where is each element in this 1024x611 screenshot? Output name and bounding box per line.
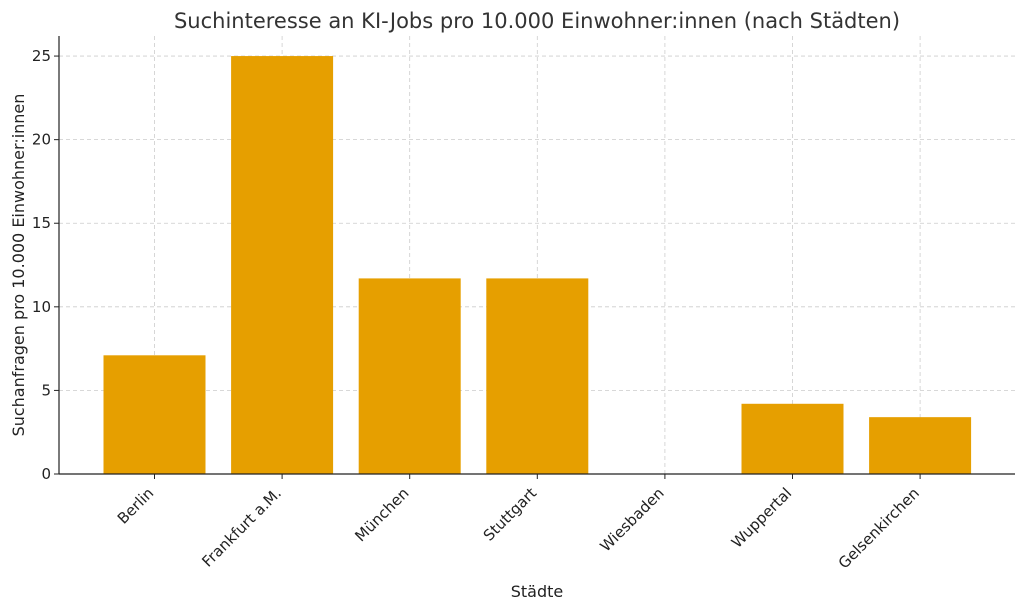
x-axis-label: Städte — [511, 582, 564, 601]
x-tick-label: Wuppertal — [728, 484, 796, 552]
bars — [103, 56, 972, 475]
y-tick-label: 10 — [32, 298, 51, 316]
x-tick-label: Gelsenkirchen — [835, 484, 923, 572]
bar-frankfurt-a-m — [231, 56, 334, 475]
x-tick-label: Berlin — [114, 484, 158, 528]
y-tick-label: 0 — [41, 465, 51, 483]
x-tick-label: München — [351, 484, 412, 545]
bar-münchen — [358, 278, 461, 474]
bar-stuttgart — [486, 278, 589, 474]
x-tick-label: Frankfurt a.M. — [198, 484, 285, 571]
y-tick-label: 25 — [32, 47, 51, 65]
y-tick-label: 5 — [41, 381, 51, 399]
chart-title: Suchinteresse an KI-Jobs pro 10.000 Einw… — [174, 9, 900, 33]
y-tick-label: 15 — [32, 214, 51, 232]
bar-berlin — [103, 355, 206, 474]
bar-gelsenkirchen — [869, 417, 972, 474]
axes — [54, 36, 1015, 479]
bar-wuppertal — [741, 403, 844, 474]
y-axis-label: Suchanfragen pro 10.000 Einwohner:innen — [9, 94, 28, 437]
x-tick-label: Stuttgart — [480, 484, 540, 544]
y-tick-label: 20 — [32, 131, 51, 149]
tick-labels: 0 5 10 15 20 25 Berlin Frankfurt a.M. München Stu… — [32, 47, 923, 572]
x-tick-label: Wiesbaden — [597, 484, 668, 555]
